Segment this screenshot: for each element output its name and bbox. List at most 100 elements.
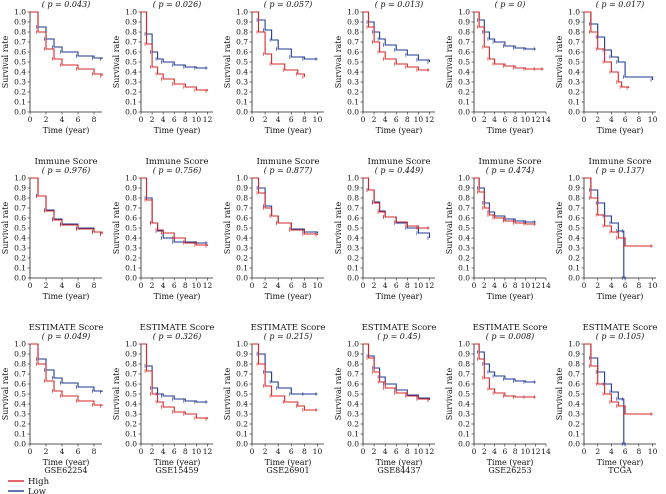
x-tick-label: 12 <box>531 115 541 124</box>
y-tick-label: 0.8 <box>347 194 359 203</box>
p-value: ( p = 0.976) <box>42 166 91 175</box>
x-tick-label: 2 <box>595 115 600 124</box>
y-tick-label: 0.2 <box>125 88 137 97</box>
x-tick-label: 2 <box>595 447 600 456</box>
y-tick-label: 0.1 <box>568 430 580 439</box>
x-tick-label: 4 <box>161 281 166 290</box>
panel-title: ESTIMATE Score <box>251 323 326 333</box>
y-tick-label: 0.6 <box>568 214 580 223</box>
y-tick-label: 1.0 <box>236 174 248 183</box>
y-tick-label: 0.4 <box>236 400 248 409</box>
y-tick-label: 0.8 <box>458 28 470 37</box>
x-axis-label: Time (year) <box>487 292 534 301</box>
y-tick-label: 0.3 <box>125 410 137 419</box>
high-survival-curve <box>584 343 653 415</box>
panel-title: Stromal Score <box>146 0 208 1</box>
low-survival-curve <box>252 177 319 233</box>
x-tick-label: 2 <box>150 447 155 456</box>
low-survival-curve <box>584 177 627 279</box>
y-tick-label: 0.1 <box>458 264 470 273</box>
y-tick-label: 0.4 <box>125 234 137 243</box>
y-tick-label: 0.5 <box>236 390 248 399</box>
y-tick-label: 0.8 <box>568 360 580 369</box>
x-tick-label: 4 <box>383 447 388 456</box>
y-tick-label: 0.1 <box>347 98 359 107</box>
y-tick-label: 0.2 <box>236 88 248 97</box>
y-tick-label: 1.0 <box>14 340 26 349</box>
x-tick-label: 8 <box>183 281 188 290</box>
panel-title: Stromal Score <box>479 0 541 1</box>
y-tick-label: 0.7 <box>347 370 359 379</box>
x-axis-label: Time (year) <box>154 458 201 467</box>
y-axis-label: Survival rate <box>445 368 454 421</box>
x-tick-label: 4 <box>161 447 166 456</box>
y-tick-label: 0.5 <box>347 390 359 399</box>
x-tick-label: 0 <box>139 115 144 124</box>
y-tick-label: 0.3 <box>14 78 26 87</box>
y-tick-label: 0.7 <box>568 38 580 47</box>
x-tick-label: 10 <box>521 115 531 124</box>
x-tick-label: 12 <box>425 447 435 456</box>
y-tick-label: 1.0 <box>568 174 580 183</box>
panel-title: ESTIMATE Score <box>140 323 215 333</box>
y-tick-label: 0.5 <box>125 224 137 233</box>
x-tick-label: 2 <box>263 281 268 290</box>
y-tick-label: 0.2 <box>347 420 359 429</box>
x-axis-label: Time (year) <box>43 292 90 301</box>
y-tick-label: 0.2 <box>458 420 470 429</box>
panel-title: Stromal Score <box>368 0 430 1</box>
y-tick-label: 0.0 <box>568 108 580 117</box>
y-tick-label: 0.4 <box>14 234 26 243</box>
x-tick-label: 6 <box>502 115 507 124</box>
panel-title: ESTIMATE Score <box>583 323 658 333</box>
x-axis-label: Time (year) <box>487 126 534 135</box>
x-tick-label: 10 <box>313 281 323 290</box>
y-tick-label: 1.0 <box>125 340 137 349</box>
y-tick-label: 0.6 <box>236 48 248 57</box>
x-tick-label: 8 <box>92 281 97 290</box>
y-tick-label: 0.7 <box>125 370 137 379</box>
x-tick-label: 8 <box>513 447 518 456</box>
y-tick-label: 0.3 <box>458 244 470 253</box>
y-axis-label: Survival rate <box>112 368 121 421</box>
y-tick-label: 0.1 <box>347 430 359 439</box>
panel-title: ESTIMATE Score <box>362 323 437 333</box>
y-tick-label: 0.4 <box>125 400 137 409</box>
y-tick-label: 0.5 <box>14 58 26 67</box>
x-tick-label: 10 <box>648 115 658 124</box>
y-tick-label: 0.5 <box>347 58 359 67</box>
low-survival-curve <box>30 343 103 392</box>
x-axis-label: Time (year) <box>376 126 423 135</box>
low-survival-curve <box>584 11 654 80</box>
p-value: ( p = 0.756) <box>153 166 202 175</box>
high-survival-curve <box>30 177 103 234</box>
y-tick-label: 0.7 <box>458 38 470 47</box>
x-tick-label: 2 <box>372 115 377 124</box>
x-tick-label: 10 <box>313 447 323 456</box>
high-survival-curve <box>252 177 319 235</box>
y-tick-label: 0.0 <box>347 108 359 117</box>
y-tick-label: 0.8 <box>236 28 248 37</box>
x-tick-label: 2 <box>150 281 155 290</box>
x-tick-label: 6 <box>76 115 81 124</box>
y-tick-label: 0.2 <box>14 254 26 263</box>
y-tick-label: 0.7 <box>14 204 26 213</box>
y-tick-label: 0.9 <box>14 184 26 193</box>
x-tick-label: 0 <box>472 115 477 124</box>
y-axis-label: Survival rate <box>334 36 343 89</box>
y-tick-label: 0.3 <box>347 78 359 87</box>
y-tick-label: 0.9 <box>236 184 248 193</box>
y-tick-label: 0.1 <box>236 98 248 107</box>
low-survival-curve <box>252 11 318 60</box>
y-tick-label: 1.0 <box>458 174 470 183</box>
y-tick-label: 0.0 <box>236 440 248 449</box>
y-tick-label: 0.8 <box>14 28 26 37</box>
y-tick-label: 0.6 <box>458 214 470 223</box>
y-tick-label: 0.4 <box>458 68 470 77</box>
x-tick-label: 10 <box>414 447 424 456</box>
x-tick-label: 2 <box>263 447 268 456</box>
x-tick-label: 6 <box>289 281 294 290</box>
x-tick-label: 12 <box>531 281 541 290</box>
p-value: ( p = 0.026) <box>153 0 202 9</box>
